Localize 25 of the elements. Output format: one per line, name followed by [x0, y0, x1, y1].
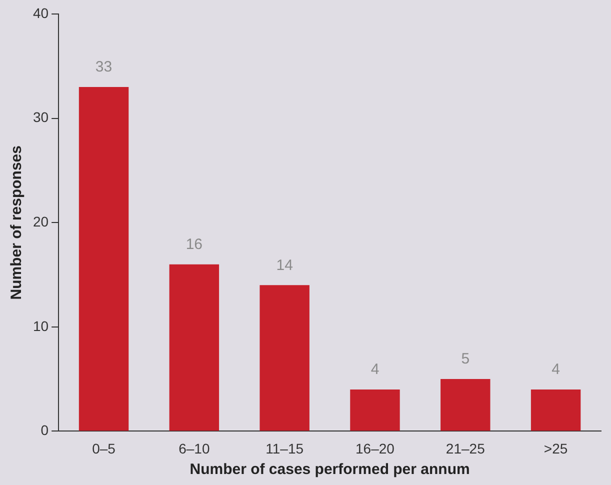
data-label: 33 [95, 58, 112, 76]
data-label: 4 [552, 361, 560, 378]
x-tick-label: 16–20 [356, 440, 395, 456]
data-label: 4 [370, 361, 380, 378]
x-tick-label: 11–15 [266, 440, 304, 456]
bar [530, 389, 581, 431]
bar [260, 285, 310, 431]
bar [169, 264, 220, 431]
x-tick-label: 21–25 [446, 440, 486, 456]
y-tick-label: 40 [32, 4, 49, 21]
y-tick-label: 10 [32, 318, 49, 334]
x-tick-label: 6–10 [178, 440, 210, 456]
data-label: 14 [276, 256, 293, 274]
data-label: 16 [186, 236, 203, 253]
bar [350, 389, 400, 431]
bar [78, 87, 129, 431]
y-axis-title: Number of responses [8, 145, 26, 300]
y-tick-label: 30 [32, 109, 49, 126]
data-label: 5 [461, 350, 470, 368]
x-tick-label: >25 [544, 440, 568, 456]
y-tick-label: 0 [40, 422, 49, 438]
bar [440, 379, 490, 431]
x-axis-title: Number of cases performed per annum [190, 461, 470, 478]
y-tick-label: 20 [32, 213, 49, 230]
x-tick-label: 0–5 [92, 440, 116, 456]
